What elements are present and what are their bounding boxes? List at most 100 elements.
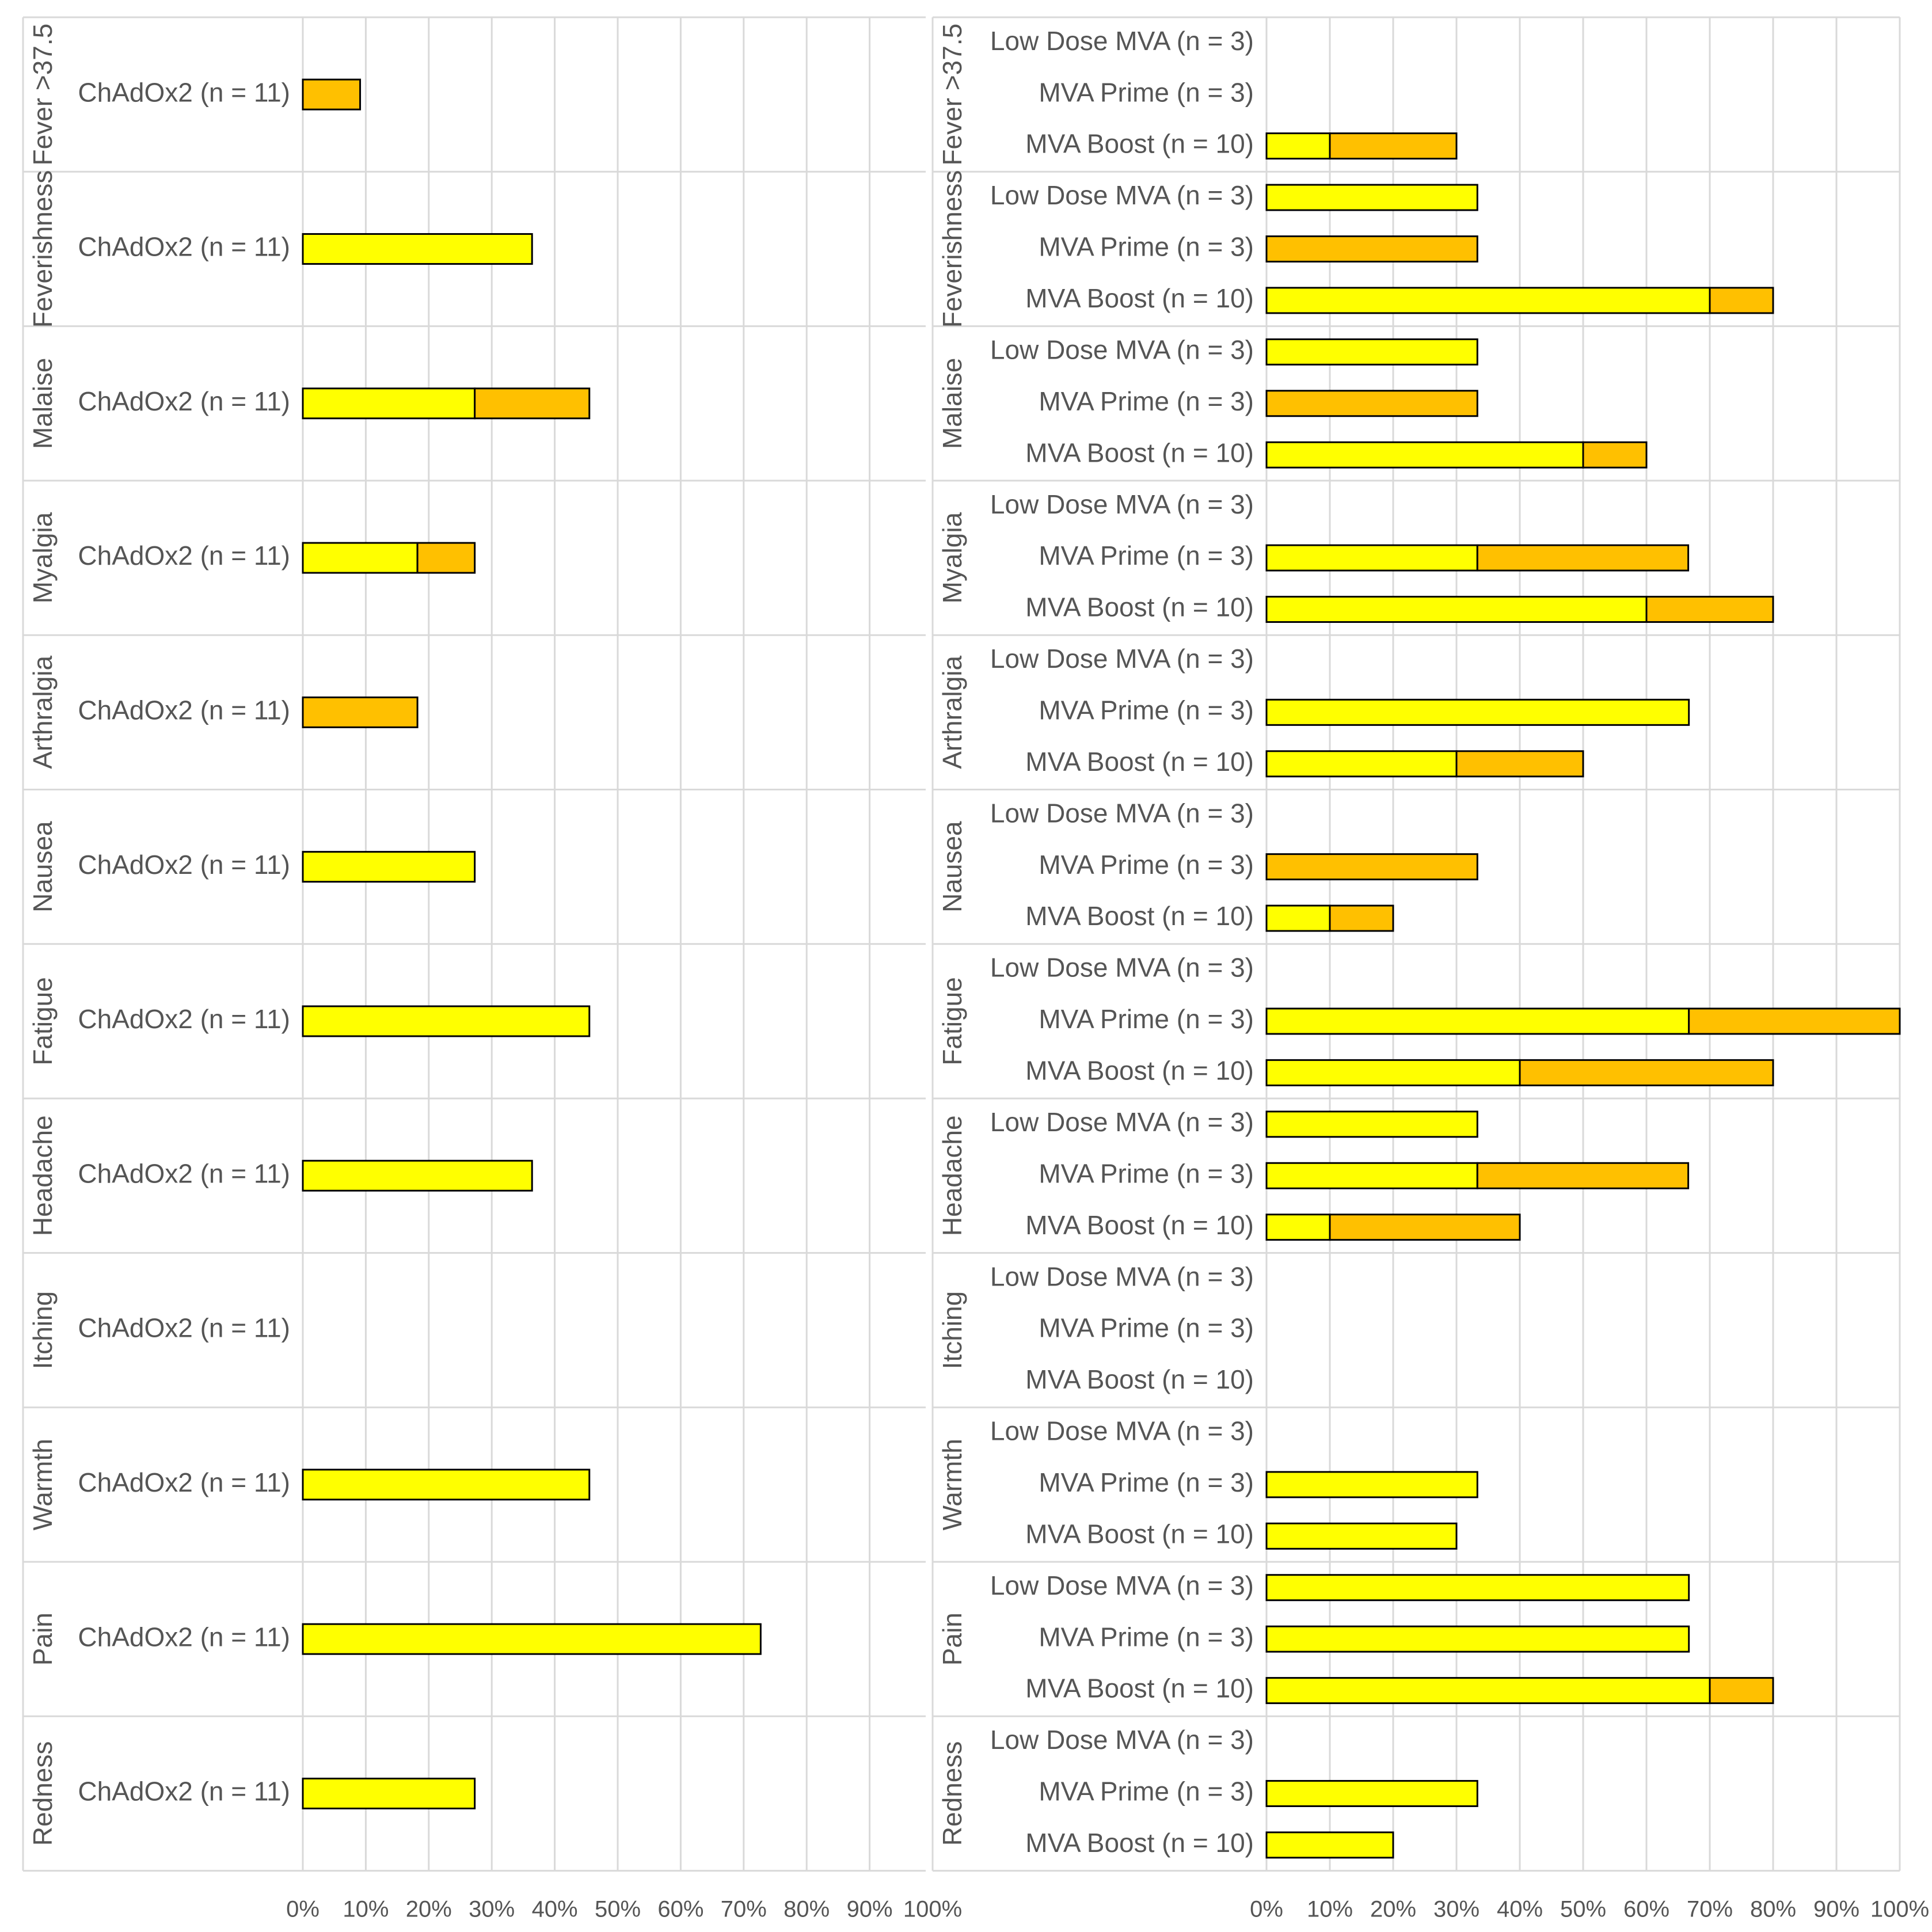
category-label-warmth: Warmth	[937, 1439, 967, 1530]
group-label: ChAdOx2 (n = 11)	[78, 1777, 290, 1807]
x-tick-label: 90%	[847, 1897, 893, 1922]
group-label: MVA Prime (n = 3)	[1039, 77, 1254, 107]
group-label: Low Dose MVA (n = 3)	[990, 26, 1254, 56]
group-label: ChAdOx2 (n = 11)	[78, 1467, 290, 1497]
bar-moderate-fatigue	[1688, 1007, 1901, 1035]
group-label: ChAdOx2 (n = 11)	[78, 1313, 290, 1343]
bar-mild-redness	[1265, 1831, 1394, 1859]
group-label: MVA Boost (n = 10)	[1025, 1519, 1254, 1549]
bar-moderate-arthralgia	[1455, 750, 1584, 778]
group-label: ChAdOx2 (n = 11)	[78, 1158, 290, 1188]
bar-mild-pain	[302, 1623, 762, 1655]
group-label: ChAdOx2 (n = 11)	[78, 386, 290, 416]
bar-moderate-nausea	[1329, 904, 1394, 932]
bar-moderate-arthralgia	[302, 696, 419, 728]
category-label-redness: Redness	[937, 1741, 967, 1846]
group-label: MVA Boost (n = 10)	[1025, 129, 1254, 159]
bar-moderate-feverishness	[1709, 287, 1774, 314]
category-label-pain: Pain	[28, 1612, 58, 1665]
group-label: Low Dose MVA (n = 3)	[990, 1416, 1254, 1446]
category-label-pain: Pain	[937, 1612, 967, 1665]
category-label-nausea: Nausea	[28, 821, 58, 912]
group-label: ChAdOx2 (n = 11)	[78, 695, 290, 725]
bar-mild-pain	[1265, 1677, 1711, 1705]
x-tick-label: 30%	[1433, 1897, 1480, 1922]
category-label-malaise: Malaise	[937, 358, 967, 449]
category-label-fatigue: Fatigue	[28, 977, 58, 1065]
bar-moderate-fever-37-5	[302, 78, 362, 111]
group-label: MVA Prime (n = 3)	[1039, 541, 1254, 571]
bar-mild-pain	[1265, 1574, 1690, 1602]
category-label-myalgia: Myalgia	[28, 512, 58, 603]
group-label: MVA Boost (n = 10)	[1025, 283, 1254, 313]
bar-moderate-myalgia	[1476, 544, 1690, 572]
group-label: Low Dose MVA (n = 3)	[990, 334, 1254, 364]
category-label-itching: Itching	[937, 1291, 967, 1370]
category-label-headache: Headache	[937, 1115, 967, 1236]
bar-mild-nausea	[1265, 904, 1331, 932]
category-label-arthralgia: Arthralgia	[937, 656, 967, 769]
group-label: ChAdOx2 (n = 11)	[78, 232, 290, 262]
bar-mild-headache	[1265, 1214, 1331, 1241]
group-label: MVA Prime (n = 3)	[1039, 1158, 1254, 1188]
bar-mild-malaise	[1265, 338, 1478, 366]
group-label: ChAdOx2 (n = 11)	[78, 1004, 290, 1034]
group-label: MVA Boost (n = 10)	[1025, 1364, 1254, 1394]
x-tick-label: 70%	[721, 1897, 767, 1922]
bar-moderate-malaise	[474, 387, 591, 420]
bar-mild-fever-37-5	[1265, 132, 1331, 160]
bar-mild-headache	[302, 1159, 533, 1192]
bar-mild-arthralgia	[1265, 750, 1458, 778]
group-label: MVA Boost (n = 10)	[1025, 1210, 1254, 1240]
group-label: MVA Boost (n = 10)	[1025, 1056, 1254, 1086]
bar-moderate-fever-37-5	[1329, 132, 1458, 160]
category-label-redness: Redness	[28, 1741, 58, 1846]
category-label-fatigue: Fatigue	[937, 977, 967, 1065]
group-label: MVA Boost (n = 10)	[1025, 1828, 1254, 1858]
x-tick-label: 20%	[406, 1897, 452, 1922]
category-label-fever-37-5: Fever >37.5	[937, 24, 967, 166]
category-label-malaise: Malaise	[28, 358, 58, 449]
group-label: Low Dose MVA (n = 3)	[990, 1261, 1254, 1291]
x-tick-label: 20%	[1370, 1897, 1416, 1922]
category-label-warmth: Warmth	[28, 1439, 58, 1530]
x-tick-label: 40%	[532, 1897, 578, 1922]
bar-mild-warmth	[1265, 1522, 1458, 1550]
bar-moderate-fatigue	[1519, 1059, 1774, 1086]
bar-mild-arthralgia	[1265, 698, 1690, 726]
group-label: MVA Boost (n = 10)	[1025, 592, 1254, 622]
group-label: ChAdOx2 (n = 11)	[78, 541, 290, 571]
bar-mild-malaise	[302, 387, 476, 420]
group-label: MVA Boost (n = 10)	[1025, 901, 1254, 931]
bar-mild-fatigue	[1265, 1007, 1690, 1035]
bar-moderate-pain	[1709, 1677, 1774, 1705]
category-label-fever-37-5: Fever >37.5	[28, 24, 58, 166]
bar-mild-redness	[302, 1777, 476, 1809]
group-label: MVA Boost (n = 10)	[1025, 1674, 1254, 1703]
group-label: MVA Prime (n = 3)	[1039, 850, 1254, 880]
category-label-feverishness: Feverishness	[937, 170, 967, 328]
x-tick-label: 80%	[1750, 1897, 1796, 1922]
bar-moderate-headache	[1476, 1162, 1690, 1189]
group-label: Low Dose MVA (n = 3)	[990, 1107, 1254, 1137]
group-label: Low Dose MVA (n = 3)	[990, 644, 1254, 674]
bar-mild-myalgia	[1265, 595, 1648, 623]
bar-mild-fatigue	[1265, 1059, 1521, 1086]
bar-mild-pain	[1265, 1625, 1690, 1653]
group-label: Low Dose MVA (n = 3)	[990, 180, 1254, 210]
group-label: MVA Prime (n = 3)	[1039, 695, 1254, 725]
x-tick-label: 100%	[903, 1897, 962, 1922]
x-tick-label: 10%	[1307, 1897, 1353, 1922]
bar-mild-warmth	[302, 1469, 591, 1501]
bar-moderate-feverishness	[1265, 235, 1478, 263]
group-label: MVA Prime (n = 3)	[1039, 1622, 1254, 1652]
group-label: MVA Prime (n = 3)	[1039, 386, 1254, 416]
x-tick-label: 50%	[1560, 1897, 1606, 1922]
group-label: Low Dose MVA (n = 3)	[990, 489, 1254, 519]
category-label-nausea: Nausea	[937, 821, 967, 912]
bar-moderate-malaise	[1265, 390, 1478, 417]
bar-mild-feverishness	[1265, 184, 1478, 211]
group-label: MVA Prime (n = 3)	[1039, 1777, 1254, 1807]
group-label: Low Dose MVA (n = 3)	[990, 953, 1254, 983]
x-tick-label: 60%	[1623, 1897, 1669, 1922]
